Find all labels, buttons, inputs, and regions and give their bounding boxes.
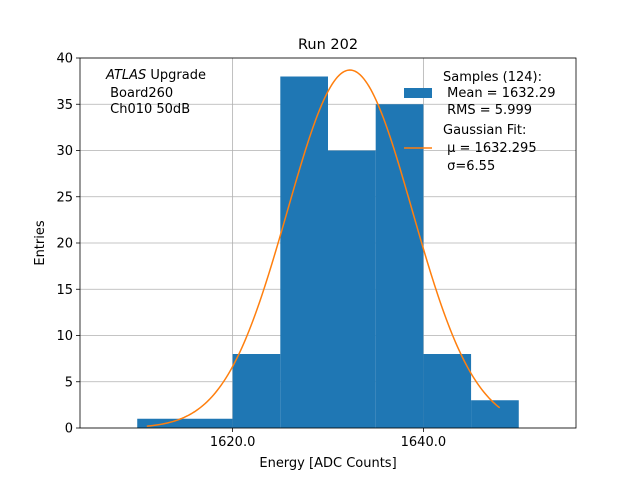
axis-ticks: 0 5 10 15 20 25 30 35 40 1620.0 1640.0 (56, 52, 446, 451)
legend-fit-title: Gaussian Fit: (443, 123, 526, 138)
y-tick-label: 30 (56, 144, 73, 159)
chart-title: Run 202 (298, 37, 358, 53)
legend-samples-rms: RMS = 5.999 (443, 103, 532, 118)
histogram-bar (375, 104, 424, 428)
legend-samples-title: Samples (124): (443, 70, 542, 85)
histogram-bar (137, 418, 233, 428)
y-tick-label: 0 (65, 422, 73, 437)
y-tick-label: 5 (65, 375, 73, 390)
upgrade-label: Upgrade (146, 68, 206, 83)
x-tick-label: 1640.0 (401, 435, 447, 450)
y-tick-label: 15 (56, 283, 73, 298)
legend-fit-sigma: σ=6.55 (443, 159, 495, 174)
histogram-bar (232, 354, 281, 428)
histogram-bar (471, 400, 519, 428)
atlas-annotation: ATLAS Upgrade Board260 Ch010 50dB (105, 68, 206, 117)
legend-samples-mean: Mean = 1632.29 (443, 86, 555, 101)
atlas-label: ATLAS (105, 68, 146, 83)
annotation-channel: Ch010 50dB (106, 102, 190, 117)
y-tick-label: 40 (56, 52, 73, 67)
legend-samples-swatch (404, 88, 432, 98)
gaussian-fit-curve (146, 69, 501, 427)
x-tick-label: 1620.0 (210, 435, 256, 450)
y-tick-label: 10 (56, 329, 73, 344)
histogram-bar (328, 150, 376, 428)
y-tick-label: 35 (56, 98, 73, 113)
annotation-line-1: ATLAS Upgrade (105, 68, 206, 83)
legend-fit-mu: μ = 1632.295 (443, 141, 537, 156)
x-axis-label: Energy [ADC Counts] (259, 456, 396, 471)
y-tick-label: 20 (56, 237, 73, 252)
y-axis-label: Entries (33, 220, 48, 266)
histogram-bar (423, 354, 472, 428)
histogram-bar (280, 76, 328, 428)
legend: Samples (124): Mean = 1632.29 RMS = 5.99… (404, 70, 555, 174)
y-tick-label: 25 (56, 190, 73, 205)
histogram-bars (137, 76, 519, 428)
annotation-board: Board260 (106, 86, 173, 101)
